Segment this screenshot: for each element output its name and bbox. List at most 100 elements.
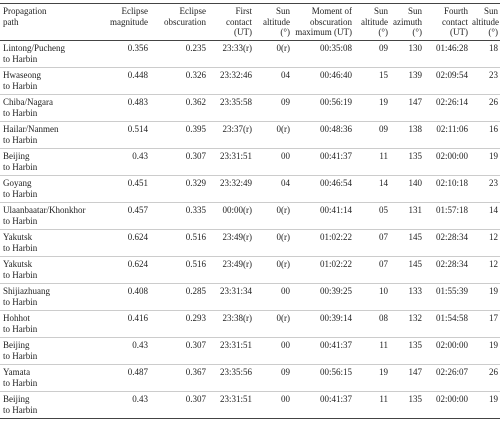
- cell-line: Hwaseong: [3, 70, 41, 80]
- cell-line: Sun: [407, 6, 422, 16]
- value-cell: 08: [379, 313, 388, 323]
- cell-line: Eclipse: [179, 6, 207, 16]
- value-cell: 0.307: [185, 394, 206, 404]
- value-cell: 145: [408, 232, 423, 242]
- cell-line: Beijing: [3, 151, 30, 161]
- value-cell: 147: [408, 367, 423, 377]
- value-cell: 09: [379, 43, 388, 53]
- value-cell: 0.448: [127, 70, 148, 80]
- path-cell: Yakutsk to Harbin: [0, 230, 92, 257]
- cell-line: Yakutsk: [3, 232, 33, 242]
- table-row: Hailar/Nanmen to Harbin 0.514 0.395 23:37(r)…: [0, 122, 500, 149]
- value-cell: 02:00:00: [435, 394, 468, 404]
- value-cell: 0(r): [276, 259, 291, 269]
- path-cell: Shijiazhuang to Harbin: [0, 284, 92, 311]
- data-table: Propagation path Eclipse magnitude Eclipse ob…: [0, 3, 500, 419]
- value-cell: 0.451: [127, 178, 148, 188]
- table-header: Propagation path Eclipse magnitude Eclipse ob…: [0, 3, 500, 41]
- value-cell: 19: [489, 394, 498, 404]
- value-cell: 0.307: [185, 340, 206, 350]
- value-cell: 0(r): [276, 43, 291, 53]
- cell-line: Chiba/Nagara: [3, 97, 53, 107]
- cell-line: (°): [488, 27, 498, 37]
- value-cell: 00:56:19: [319, 97, 352, 107]
- path-cell: Beijing to Harbin: [0, 338, 92, 365]
- value-cell: 01:57:18: [435, 205, 468, 215]
- value-cell: 0.335: [185, 205, 206, 215]
- value-cell: 138: [408, 124, 423, 134]
- cell-line: (UT): [234, 27, 252, 37]
- value-cell: 02:10:18: [435, 178, 468, 188]
- table-row: Hohhot to Harbin 0.416 0.293 23:38(r) 0(r) 00:…: [0, 311, 500, 338]
- table-row: Ulaanbaatar/Khonkhor to Harbin 0.457 0.335 0…: [0, 203, 500, 230]
- value-cell: 0.624: [127, 259, 148, 269]
- column-header: First contact (UT): [208, 4, 254, 41]
- cell-line: Sun: [373, 6, 388, 16]
- value-cell: 145: [408, 259, 423, 269]
- cell-line: to Harbin: [3, 215, 38, 226]
- value-cell: 0.624: [127, 232, 148, 242]
- value-cell: 09: [379, 124, 388, 134]
- column-header: Eclipse magnitude: [92, 4, 150, 41]
- value-cell: 140: [408, 178, 423, 188]
- value-cell: 19: [489, 340, 498, 350]
- value-cell: 17: [489, 313, 498, 323]
- value-cell: 23:32:46: [219, 70, 252, 80]
- value-cell: 12: [489, 259, 498, 269]
- value-cell: 23:33(r): [222, 43, 253, 53]
- value-cell: 23:31:51: [219, 340, 252, 350]
- value-cell: 19: [379, 367, 388, 377]
- cell-line: Hohhot: [3, 313, 30, 323]
- value-cell: 00:46:54: [319, 178, 352, 188]
- column-header: Sun altitude (°): [254, 4, 292, 41]
- value-cell: 04: [281, 70, 290, 80]
- cell-line: (UT): [450, 27, 468, 37]
- cell-line: to Harbin: [3, 404, 38, 415]
- cell-line: to Harbin: [3, 350, 38, 361]
- cell-line: Lintong/Pucheng: [3, 43, 65, 53]
- value-cell: 135: [408, 394, 423, 404]
- value-cell: 01:46:28: [435, 43, 468, 53]
- cell-line: Yakutsk: [3, 259, 33, 269]
- table-row: Beijing to Harbin 0.43 0.307 23:31:51 00 00:41…: [0, 338, 500, 365]
- header-row: Propagation path Eclipse magnitude Eclipse ob…: [0, 3, 500, 41]
- value-cell: 0.516: [185, 232, 206, 242]
- cell-line: magnitude: [110, 16, 148, 27]
- value-cell: 09: [281, 97, 290, 107]
- value-cell: 07: [379, 259, 388, 269]
- value-cell: 0.285: [185, 286, 206, 296]
- table-row: Goyang to Harbin 0.451 0.329 23:32:49 04 00:46…: [0, 176, 500, 203]
- value-cell: 10: [379, 286, 388, 296]
- cell-line: azimuth: [393, 16, 422, 27]
- cell-line: to Harbin: [3, 80, 38, 91]
- value-cell: 02:09:54: [435, 70, 468, 80]
- value-cell: 02:28:34: [435, 259, 468, 269]
- cell-line: (°): [280, 27, 290, 37]
- cell-line: to Harbin: [3, 134, 38, 145]
- value-cell: 0.487: [127, 367, 148, 377]
- value-cell: 19: [489, 151, 498, 161]
- value-cell: 23: [489, 178, 498, 188]
- value-cell: 0.43: [132, 394, 148, 404]
- cell-line: maximum (UT): [295, 27, 352, 37]
- table-row: Yakutsk to Harbin 0.624 0.516 23:49(r) 0(r) 01…: [0, 230, 500, 257]
- value-cell: 00:41:37: [319, 151, 352, 161]
- value-cell: 12: [489, 232, 498, 242]
- column-header: Sun azimuth (°): [390, 4, 424, 41]
- cell-line: to Harbin: [3, 53, 38, 64]
- table-body: Lintong/Pucheng to Harbin 0.356 0.235 23:33(…: [0, 41, 500, 419]
- value-cell: 23:37(r): [222, 124, 253, 134]
- cell-line: Beijing: [3, 394, 30, 404]
- value-cell: 0(r): [276, 124, 291, 134]
- value-cell: 26: [489, 367, 498, 377]
- value-cell: 132: [408, 313, 423, 323]
- value-cell: 23:49(r): [222, 259, 253, 269]
- value-cell: 23: [489, 70, 498, 80]
- value-cell: 0(r): [276, 232, 291, 242]
- value-cell: 00:00(r): [222, 205, 253, 215]
- value-cell: 01:54:58: [435, 313, 468, 323]
- value-cell: 23:31:34: [219, 286, 252, 296]
- value-cell: 19: [489, 286, 498, 296]
- value-cell: 0.329: [185, 178, 206, 188]
- path-cell: Goyang to Harbin: [0, 176, 92, 203]
